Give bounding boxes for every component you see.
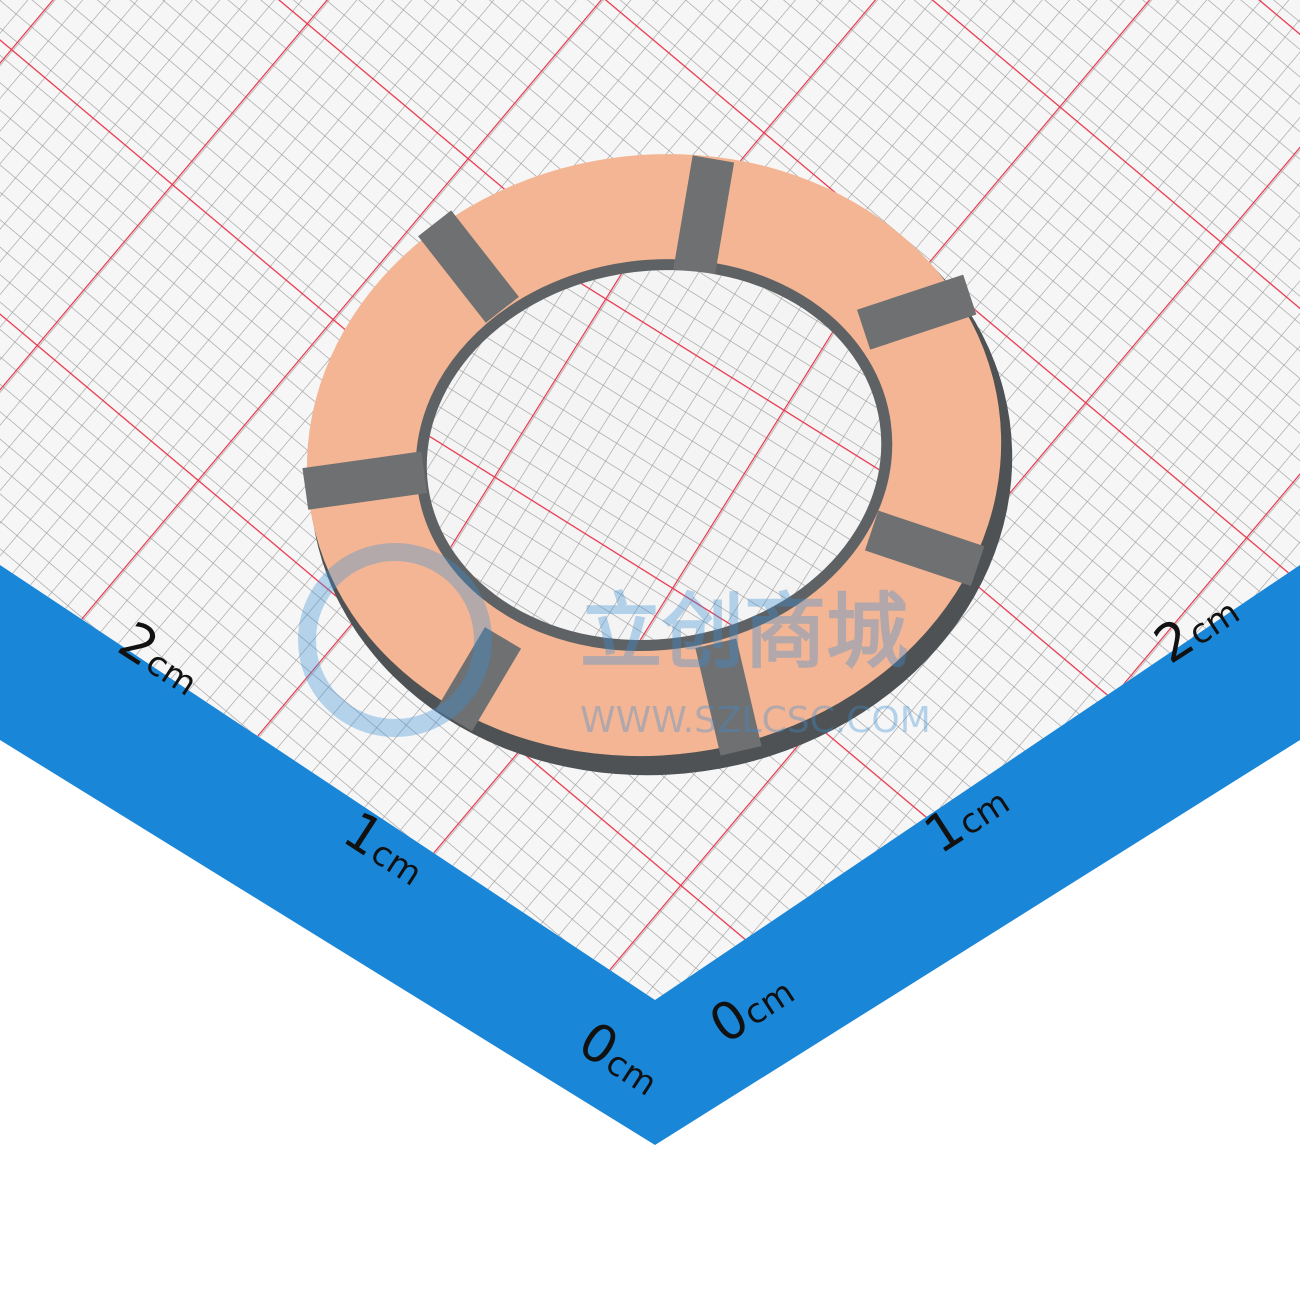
copper-ring-washer (302, 154, 1013, 776)
watermark-logo (298, 543, 492, 737)
watermark-brand: 立创商城 (580, 585, 908, 680)
gray-segments (302, 155, 985, 756)
ruler-band (0, 565, 1300, 1145)
watermark-url: WWW.SZLCSC.COM (580, 700, 931, 741)
watermark: 立创商城 WWW.SZLCSC.COM (298, 543, 931, 741)
